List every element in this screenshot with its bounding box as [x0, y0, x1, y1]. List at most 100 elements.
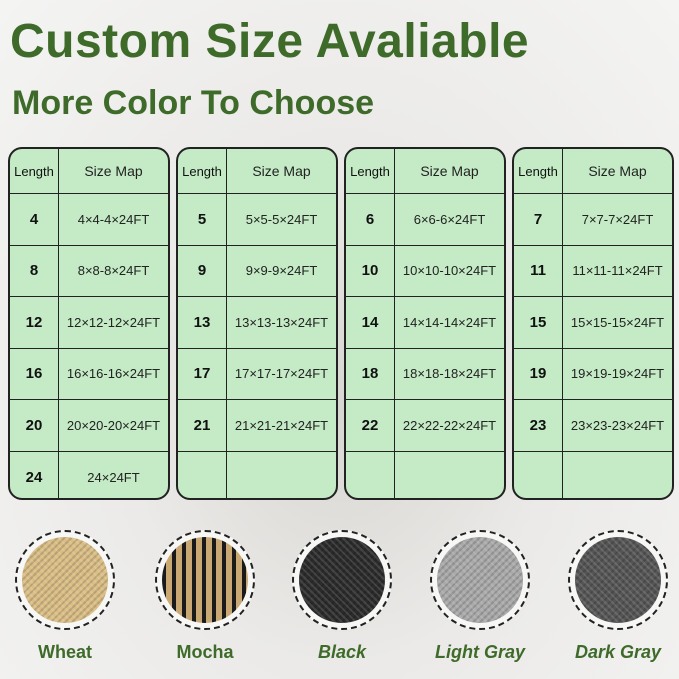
table-row: 21 21×21-21×24FT: [178, 400, 336, 452]
length-cell: 15: [514, 297, 563, 348]
size-cell: [563, 452, 672, 499]
size-cell: 22×22-22×24FT: [402, 417, 497, 433]
table-header: Length Size Map: [178, 149, 336, 194]
length-cell: 8: [10, 245, 59, 296]
size-cell: 23×23-23×24FT: [570, 417, 665, 433]
size-cell: 6×6-6×24FT: [413, 211, 486, 227]
size-cell: 10×10-10×24FT: [402, 263, 497, 279]
length-cell: 11: [514, 245, 563, 296]
length-cell: [346, 451, 395, 498]
size-cell: 13×13-13×24FT: [234, 314, 329, 330]
table-row: 10 10×10-10×24FT: [346, 245, 504, 297]
table-row: 8 8×8-8×24FT: [10, 245, 168, 297]
length-cell: 13: [178, 297, 227, 348]
size-cell: 4×4-4×24FT: [77, 211, 150, 227]
size-cell: 21×21-21×24FT: [234, 417, 329, 433]
table-row: 23 23×23-23×24FT: [514, 400, 672, 452]
table-row: 5 5×5-5×24FT: [178, 194, 336, 246]
table-header: Length Size Map: [10, 149, 168, 194]
header-length: Length: [10, 149, 59, 193]
size-cell: 14×14-14×24FT: [402, 314, 497, 330]
size-cell: 16×16-16×24FT: [66, 366, 161, 382]
length-cell: 7: [514, 194, 563, 245]
table-row: 9 9×9-9×24FT: [178, 245, 336, 297]
table-row: [178, 451, 336, 499]
length-cell: 9: [178, 245, 227, 296]
header-length: Length: [178, 149, 227, 193]
header-size-map: Size Map: [420, 163, 479, 179]
table-row: 13 13×13-13×24FT: [178, 297, 336, 349]
table-row: 4 4×4-4×24FT: [10, 194, 168, 246]
color-label: Black: [317, 642, 367, 662]
length-cell: 18: [346, 348, 395, 399]
swatch-light-gray: [430, 530, 530, 630]
swatch-black: [292, 530, 392, 630]
swatch-dark-gray: [568, 530, 668, 630]
length-cell: 14: [346, 297, 395, 348]
size-cell: 12×12-12×24FT: [66, 314, 161, 330]
swatch-mocha: [155, 530, 255, 630]
length-cell: 4: [10, 194, 59, 245]
size-cell: 24×24FT: [87, 469, 140, 485]
size-cell: 15×15-15×24FT: [570, 314, 665, 330]
header-size-map: Size Map: [588, 163, 647, 179]
length-cell: 23: [514, 400, 563, 451]
size-cell: 20×20-20×24FT: [66, 417, 161, 433]
table-row: 16 16×16-16×24FT: [10, 348, 168, 400]
length-cell: 17: [178, 348, 227, 399]
size-cell: 7×7-7×24FT: [581, 211, 654, 227]
swatch-wheat: [15, 530, 115, 630]
table-row: 20 20×20-20×24FT: [10, 400, 168, 452]
table-row: 7 7×7-7×24FT: [514, 194, 672, 246]
length-cell: 22: [346, 400, 395, 451]
headline: Custom Size Avaliable: [10, 15, 530, 68]
length-cell: 6: [346, 194, 395, 245]
size-table: Length Size Map 5 5×5-5×24FT 9 9×9-9×24FT 13 13…: [176, 147, 338, 500]
table-row: 19 19×19-19×24FT: [514, 348, 672, 400]
table-row: [514, 451, 672, 499]
length-cell: 21: [178, 400, 227, 451]
size-table: Length Size Map 6 6×6-6×24FT 10 10×10-10×24FT…: [344, 147, 506, 500]
table-header: Length Size Map: [514, 149, 672, 194]
table-row: 17 17×17-17×24FT: [178, 348, 336, 400]
color-label: Mocha: [176, 642, 234, 662]
size-cell: 17×17-17×24FT: [234, 366, 329, 382]
color-label: Light Gray: [434, 642, 525, 662]
table-row: 18 18×18-18×24FT: [346, 348, 504, 400]
color-label: Wheat: [38, 642, 92, 662]
table-row: 22 22×22-22×24FT: [346, 400, 504, 452]
table-row: 14 14×14-14×24FT: [346, 297, 504, 349]
size-cell: [395, 452, 504, 499]
size-cell: 9×9-9×24FT: [245, 263, 318, 279]
table-row: 6 6×6-6×24FT: [346, 194, 504, 246]
table-row: [346, 451, 504, 499]
length-cell: 24: [10, 451, 59, 498]
size-cell: 18×18-18×24FT: [402, 366, 497, 382]
size-cell: 19×19-19×24FT: [570, 366, 665, 382]
table-row: 11 11×11-11×24FT: [514, 245, 672, 297]
length-cell: 12: [10, 297, 59, 348]
table-row: 12 12×12-12×24FT: [10, 297, 168, 349]
size-cell: 11×11-11×24FT: [572, 263, 663, 279]
table-row: 24 24×24FT: [10, 451, 168, 498]
length-cell: [178, 451, 227, 498]
length-cell: 19: [514, 348, 563, 399]
size-cell: 8×8-8×24FT: [77, 263, 150, 279]
length-cell: 5: [178, 194, 227, 245]
size-cell: [227, 452, 336, 499]
header-length: Length: [514, 149, 563, 193]
size-table: Length Size Map 7 7×7-7×24FT 11 11×11-11×24FT…: [512, 147, 674, 500]
header-size-map: Size Map: [84, 163, 143, 179]
size-table: Length Size Map 4 4×4-4×24FT 8 8×8-8×24FT 12 12…: [8, 147, 170, 500]
table-row: 15 15×15-15×24FT: [514, 297, 672, 349]
table-header: Length Size Map: [346, 149, 504, 194]
length-cell: 10: [346, 245, 395, 296]
length-cell: [514, 451, 563, 498]
subheadline: More Color To Choose: [12, 84, 375, 122]
header-size-map: Size Map: [252, 163, 311, 179]
length-cell: 16: [10, 348, 59, 399]
header-length: Length: [346, 149, 395, 193]
length-cell: 20: [10, 400, 59, 451]
color-label: Dark Gray: [574, 642, 662, 662]
size-cell: 5×5-5×24FT: [245, 211, 318, 227]
